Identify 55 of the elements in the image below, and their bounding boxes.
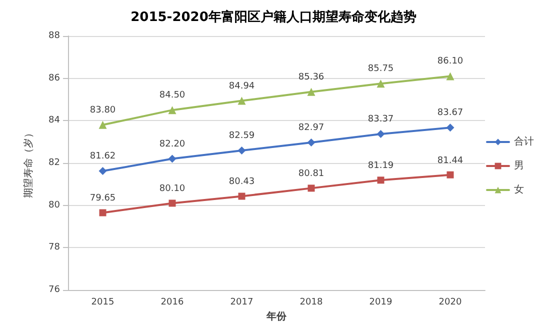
y-tick-label: 86 (48, 73, 60, 84)
y-tick-label: 78 (48, 242, 60, 253)
point (376, 130, 385, 138)
point (98, 120, 107, 129)
point (307, 88, 316, 96)
x-tick-label: 2018 (300, 298, 323, 308)
x-axis-title: 年份 (266, 310, 288, 322)
point (377, 176, 384, 184)
x-tick-label: 2015 (91, 298, 114, 308)
x-tick-label: 2020 (438, 298, 462, 308)
point (168, 200, 176, 207)
data-label: 79.65 (90, 194, 116, 204)
legend-label: 男 (514, 160, 524, 172)
data-label: 80.43 (228, 177, 255, 188)
data-label: 84.50 (159, 90, 186, 101)
point (376, 80, 385, 88)
data-label: 80.10 (159, 184, 186, 194)
y-tick-label: 80 (48, 200, 60, 210)
x-tick-label: 2017 (230, 298, 254, 308)
y-tick-label: 76 (48, 285, 60, 295)
data-label: 85.75 (368, 64, 394, 74)
data-label: 82.20 (159, 139, 186, 150)
data-label: 82.97 (298, 122, 324, 133)
x-tick-label: 2016 (160, 298, 184, 308)
data-label: 81.44 (437, 156, 464, 166)
point (238, 146, 246, 155)
x-tick-label: 2019 (369, 298, 392, 308)
point (446, 72, 454, 80)
point (168, 154, 176, 163)
point (308, 184, 315, 192)
point (168, 106, 176, 114)
data-label: 83.37 (368, 114, 394, 124)
point (99, 209, 106, 216)
point (446, 171, 454, 178)
data-label: 84.94 (228, 81, 255, 92)
point (238, 192, 246, 200)
data-label: 82.59 (228, 131, 255, 142)
y-tick-label: 84 (48, 116, 60, 126)
point (238, 96, 246, 105)
legend-label: 女 (514, 184, 524, 196)
legend-label: 合计 (514, 136, 534, 148)
point (307, 138, 316, 146)
data-label: 86.10 (437, 56, 464, 67)
y-tick-label: 82 (48, 158, 60, 168)
data-label: 83.80 (90, 105, 116, 116)
y-tick-label: 88 (48, 31, 60, 41)
data-label: 81.62 (90, 152, 116, 162)
point (98, 167, 107, 176)
chart-title: 2015-2020年富阳区户籍人口期望寿命变化趋势 (130, 9, 416, 25)
y-axis-title: 期望寿命（岁） (22, 128, 34, 198)
data-label: 80.81 (298, 169, 324, 180)
data-label: 85.36 (298, 72, 324, 82)
data-label: 81.19 (368, 161, 394, 172)
point (446, 124, 454, 132)
data-label: 83.67 (437, 108, 464, 118)
